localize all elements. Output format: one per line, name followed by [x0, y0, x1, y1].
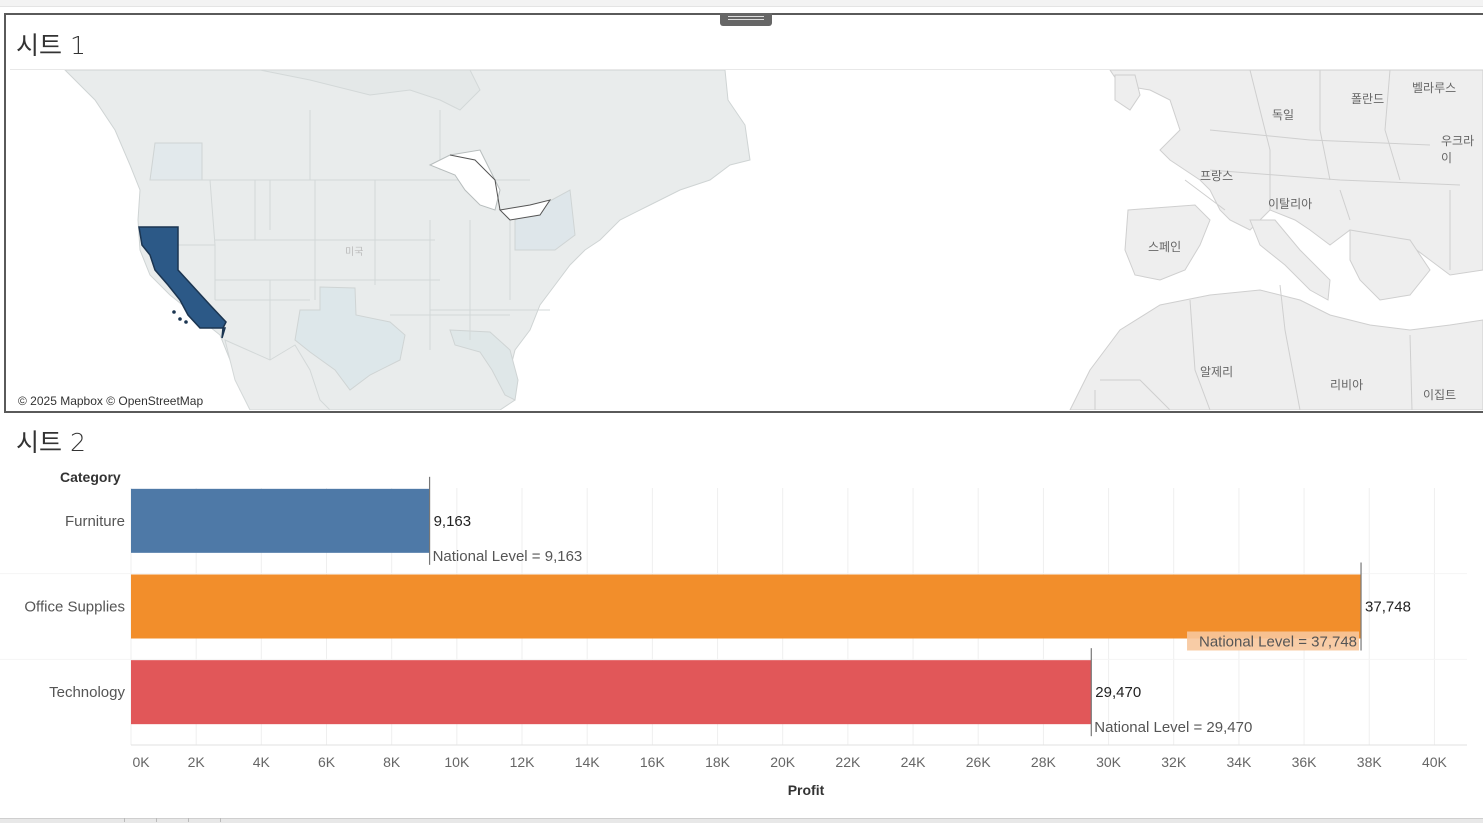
- x-tick-label: 18K: [705, 754, 731, 770]
- x-tick-label: 34K: [1226, 754, 1252, 770]
- tab-divider: [188, 818, 189, 822]
- tab-divider: [220, 818, 221, 822]
- mexico-land: [224, 339, 331, 410]
- texas-region: [294, 286, 406, 391]
- value-label-furniture: 9,163: [434, 513, 472, 530]
- x-tick-label: 32K: [1161, 754, 1187, 770]
- map-label-poland: 폴란드: [1351, 92, 1385, 106]
- x-tick-label: 6K: [318, 754, 336, 770]
- reference-label-office-supplies: National Level = 37,748: [1199, 634, 1357, 651]
- great-lakes: [428, 149, 501, 211]
- sheet1-title: 시트 1: [16, 31, 86, 60]
- bar-office-supplies[interactable]: [131, 574, 1362, 639]
- tab-divider: [124, 818, 125, 822]
- x-tick-label: 20K: [770, 754, 796, 770]
- tab-divider: [156, 818, 157, 822]
- sheet-tab-bar[interactable]: [0, 818, 1483, 823]
- sheet2-title: 시트 2: [16, 428, 86, 457]
- map-canvas[interactable]: [10, 70, 1483, 410]
- category-label-office-supplies: Office Supplies: [24, 599, 125, 616]
- bar-technology[interactable]: [131, 660, 1092, 725]
- panel-resize-grip[interactable]: [720, 13, 772, 26]
- reference-label-bg: [1187, 631, 1360, 651]
- x-axis-title: Profit: [788, 782, 825, 798]
- x-tick-label: 0K: [132, 754, 150, 770]
- iberia-land: [1124, 204, 1211, 281]
- map-attribution[interactable]: © 2025 Mapbox © OpenStreetMap: [16, 394, 206, 408]
- x-tick-label: 38K: [1357, 754, 1383, 770]
- balkans-land: [1349, 229, 1431, 301]
- x-tick-label: 22K: [835, 754, 861, 770]
- x-tick-label: 12K: [510, 754, 536, 770]
- map-label-italy: 이탈리아: [1268, 197, 1313, 211]
- row-header-category: Category: [60, 469, 121, 485]
- x-tick-label: 28K: [1031, 754, 1057, 770]
- x-tick-label: 16K: [640, 754, 666, 770]
- map-label-spain: 스페인: [1148, 240, 1182, 254]
- new-york-region: [514, 189, 576, 251]
- africa-land: [1069, 289, 1483, 410]
- california-state: [138, 226, 227, 339]
- x-tick-label: 2K: [188, 754, 206, 770]
- category-label-furniture: Furniture: [65, 513, 125, 530]
- value-label-technology: 29,470: [1095, 684, 1141, 701]
- profit-bar-chart[interactable]: Category Furniture 9,163 National Level = 9…: [0, 460, 1483, 820]
- map-label-france: 프랑스: [1200, 169, 1234, 183]
- reference-label-technology: National Level = 29,470: [1094, 719, 1252, 736]
- map-label-libya: 리비아: [1330, 378, 1364, 392]
- x-tick-label: 40K: [1422, 754, 1448, 770]
- x-tick-label: 26K: [966, 754, 992, 770]
- x-tick-label: 8K: [383, 754, 401, 770]
- value-label-office-supplies: 37,748: [1365, 599, 1411, 616]
- x-tick-label: 30K: [1096, 754, 1122, 770]
- map-label-germany: 독일: [1272, 108, 1295, 122]
- map-label-belarus: 벨라루스: [1412, 81, 1457, 95]
- map-label-ukraine: 우크라이: [1441, 134, 1475, 165]
- x-tick-label: 36K: [1292, 754, 1318, 770]
- country-borders: [1094, 70, 1461, 410]
- bar-furniture[interactable]: [131, 488, 430, 553]
- uk-land: [1114, 74, 1141, 111]
- map-label-usa: 미국: [345, 247, 364, 258]
- map-label-egypt: 이집트: [1423, 388, 1457, 402]
- x-tick-label: 10K: [444, 754, 470, 770]
- reference-label-furniture: National Level = 9,163: [433, 548, 583, 565]
- map-view[interactable]: 폴란드 벨라루스 독일 우크라이 프랑스 이탈리아 스페인 알제리 리비아 이집…: [10, 69, 1483, 410]
- x-tick-label: 24K: [901, 754, 927, 770]
- washington-region: [149, 142, 203, 181]
- top-toolbar-strip: [0, 0, 1483, 7]
- category-label-technology: Technology: [49, 684, 125, 701]
- italy-land: [1249, 219, 1331, 301]
- x-tick-label: 14K: [575, 754, 601, 770]
- x-tick-label: 4K: [253, 754, 271, 770]
- map-label-algeria: 알제리: [1200, 365, 1234, 379]
- florida-land: [449, 329, 519, 401]
